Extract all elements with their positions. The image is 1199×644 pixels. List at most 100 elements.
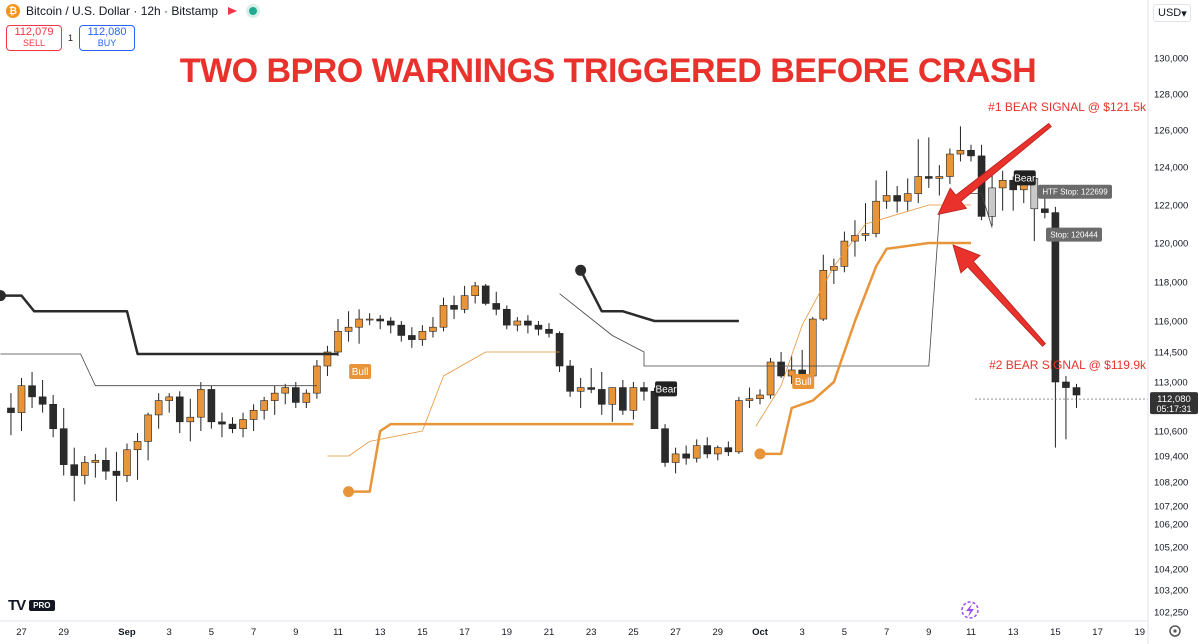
lightning-ring bbox=[961, 601, 979, 619]
candle-body bbox=[17, 385, 26, 413]
candle bbox=[386, 317, 395, 334]
candle bbox=[576, 378, 585, 408]
x-tick-label: Sep bbox=[118, 627, 136, 638]
candle-body bbox=[165, 396, 173, 401]
stop-start-dot bbox=[343, 486, 355, 498]
candle bbox=[914, 139, 923, 204]
y-tick-label: 110,600 bbox=[1154, 427, 1188, 438]
candle bbox=[661, 424, 669, 467]
candle bbox=[946, 148, 954, 185]
candle bbox=[133, 433, 142, 480]
buy-button[interactable]: 112,080 BUY bbox=[79, 25, 136, 51]
symbol-header[interactable]: ₿ Bitcoin / U.S. Dollar · 12h · Bitstamp bbox=[6, 4, 258, 18]
candle-body bbox=[70, 464, 79, 476]
candle bbox=[260, 396, 268, 420]
y-tick-label: 113,000 bbox=[1154, 378, 1188, 389]
y-tick-label: 130,000 bbox=[1154, 54, 1188, 65]
candle-body bbox=[38, 396, 47, 405]
candle-body bbox=[1072, 387, 1081, 396]
candle bbox=[197, 382, 205, 431]
stop-box-bg bbox=[1046, 227, 1102, 242]
candle-body bbox=[302, 392, 311, 403]
y-tick-label: 108,200 bbox=[1154, 478, 1188, 489]
candle bbox=[218, 412, 226, 438]
candle bbox=[587, 368, 596, 394]
x-tick-label: 17 bbox=[459, 627, 470, 638]
currency-select[interactable]: USD ▾ bbox=[1153, 4, 1191, 22]
signal-label: Bull bbox=[795, 377, 812, 388]
x-tick-label: 15 bbox=[417, 627, 428, 638]
spread-value: 1 bbox=[68, 33, 74, 43]
x-tick-label: 5 bbox=[209, 627, 214, 638]
candle-body bbox=[545, 328, 553, 334]
candle-body bbox=[534, 324, 543, 330]
candle-body bbox=[355, 318, 363, 328]
bear-signal: Bear bbox=[1013, 170, 1036, 186]
candle-body bbox=[513, 320, 522, 326]
candle bbox=[988, 174, 996, 226]
candle bbox=[334, 319, 342, 356]
candle bbox=[882, 170, 891, 209]
candle bbox=[249, 404, 258, 431]
candle-body bbox=[682, 453, 690, 459]
y-tick-label: 124,000 bbox=[1154, 163, 1188, 174]
candle bbox=[91, 453, 100, 478]
candle bbox=[28, 372, 36, 408]
signal-box bbox=[349, 364, 372, 379]
y-tick-label: 103,200 bbox=[1154, 586, 1188, 597]
dark-stop-line-2 bbox=[579, 269, 739, 323]
candle-body bbox=[1062, 381, 1070, 388]
y-tick-label: 104,200 bbox=[1154, 565, 1188, 576]
tv-logo-mark: TV bbox=[8, 597, 26, 614]
candle bbox=[302, 389, 311, 408]
y-tick-label: 114,500 bbox=[1154, 348, 1188, 359]
y-tick-label: 109,400 bbox=[1154, 452, 1188, 463]
candle-body bbox=[270, 392, 279, 401]
symbol-title[interactable]: Bitcoin / U.S. Dollar · 12h · Bitstamp bbox=[26, 4, 219, 18]
candle bbox=[239, 412, 247, 438]
candle-body bbox=[481, 285, 490, 304]
countdown-label: 05:17:31 bbox=[1156, 404, 1191, 414]
sell-button[interactable]: 112,079 SELL bbox=[6, 25, 62, 51]
x-tick-label: 19 bbox=[502, 627, 513, 638]
x-tick-label: 11 bbox=[333, 627, 343, 638]
candle bbox=[819, 254, 828, 321]
candle-body bbox=[629, 387, 638, 411]
tradingview-logo[interactable]: TV PRO bbox=[8, 597, 55, 614]
candle-body bbox=[756, 394, 764, 400]
annotation-arrow-2-shape bbox=[952, 244, 1047, 347]
flag-icon[interactable] bbox=[228, 7, 238, 15]
candle bbox=[207, 385, 216, 429]
candle bbox=[861, 203, 870, 242]
candle-body bbox=[777, 361, 785, 377]
candle-body bbox=[112, 470, 121, 476]
candle-body bbox=[439, 305, 448, 328]
x-tick-label: Oct bbox=[752, 627, 769, 638]
candle-body bbox=[724, 447, 733, 453]
x-tick-label: 19 bbox=[1135, 627, 1146, 638]
signal-label: Bear bbox=[655, 384, 677, 395]
candle-body bbox=[650, 390, 659, 429]
annotation-2: #2 BEAR SIGNAL @ $119.9k bbox=[989, 358, 1147, 372]
candle bbox=[154, 393, 163, 429]
candle bbox=[935, 165, 944, 196]
x-tick-label: 23 bbox=[586, 627, 597, 638]
candles-layer bbox=[7, 126, 1081, 502]
lightning-bolt bbox=[966, 604, 974, 617]
candle bbox=[893, 186, 901, 213]
candle bbox=[545, 323, 553, 338]
candle bbox=[524, 315, 532, 334]
candle-body bbox=[460, 295, 469, 310]
candle-body bbox=[91, 460, 100, 463]
x-tick-label: 7 bbox=[251, 627, 256, 638]
x-tick-label: 29 bbox=[713, 627, 724, 638]
stop-box-label: Stop: 120444 bbox=[1050, 231, 1098, 240]
candle bbox=[619, 380, 627, 415]
candle bbox=[713, 445, 722, 461]
thin-dark-stop-line-2 bbox=[559, 193, 993, 367]
thin-dark-stop-line bbox=[0, 353, 317, 387]
buy-label: BUY bbox=[97, 38, 117, 48]
candle-body bbox=[154, 400, 163, 416]
signal-box bbox=[1013, 170, 1036, 186]
